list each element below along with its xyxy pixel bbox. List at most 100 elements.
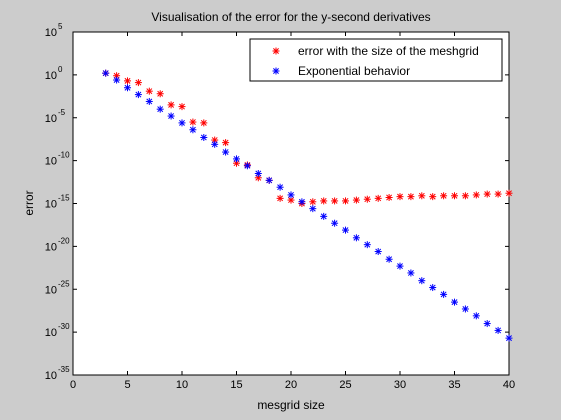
series-exponential — [102, 69, 513, 342]
y-axis-label: error — [22, 190, 36, 215]
data-point — [211, 136, 219, 144]
legend-marker-star — [272, 67, 280, 75]
y-tick-exponent: -20 — [58, 236, 70, 245]
x-tick-label: 10 — [176, 379, 188, 391]
x-tick-label: 5 — [124, 379, 130, 391]
y-tick-label: 10 — [45, 199, 57, 211]
data-point — [461, 192, 469, 200]
data-point — [254, 169, 262, 177]
data-point — [287, 191, 295, 199]
data-point — [407, 193, 415, 201]
chart-title: Visualisation of the error for the y-sec… — [151, 10, 430, 24]
data-point — [145, 97, 153, 105]
data-point — [113, 76, 121, 84]
legend-box — [249, 38, 503, 82]
data-point — [418, 277, 426, 285]
x-tick-label: 15 — [230, 379, 242, 391]
legend-label-error: error with the size of the meshgrid — [298, 44, 479, 58]
y-tick-label: 10 — [45, 327, 57, 339]
x-tick-label: 35 — [448, 379, 460, 391]
data-point — [309, 205, 317, 213]
data-point — [363, 195, 371, 203]
data-point — [494, 190, 502, 198]
legend-marker-exponential — [272, 67, 280, 75]
y-tick-exponent: -35 — [58, 365, 70, 374]
data-point — [396, 262, 404, 270]
data-point — [472, 191, 480, 199]
x-tick-label: 30 — [394, 379, 406, 391]
y-tick-exponent: -10 — [58, 151, 70, 160]
y-tick-exponent: 0 — [58, 65, 63, 74]
data-point — [407, 269, 415, 277]
data-point — [124, 77, 131, 85]
data-point — [494, 326, 502, 334]
data-point — [167, 112, 175, 120]
data-point — [385, 193, 393, 201]
data-point — [287, 196, 295, 204]
data-point — [352, 234, 360, 242]
data-point — [483, 190, 491, 198]
data-series — [102, 69, 513, 342]
data-point — [451, 298, 458, 306]
data-point — [233, 159, 240, 167]
data-point — [178, 119, 186, 127]
data-point — [134, 79, 142, 87]
legend-marker-star — [272, 47, 280, 55]
data-point — [331, 219, 339, 227]
data-point — [385, 255, 393, 263]
data-point — [189, 118, 197, 126]
y-tick-label: 10 — [45, 284, 57, 296]
data-point — [113, 72, 121, 80]
y-tick-exponent: 5 — [58, 22, 63, 31]
data-point — [352, 196, 360, 204]
data-point — [200, 133, 208, 141]
data-point — [331, 197, 339, 205]
data-point — [483, 320, 491, 328]
data-point — [429, 284, 437, 292]
x-axis-label: mesgrid size — [257, 398, 325, 412]
y-tick-label: 10 — [45, 241, 57, 253]
data-point — [276, 194, 284, 202]
data-point — [429, 193, 437, 201]
data-point — [363, 241, 371, 249]
x-tick-label: 0 — [70, 379, 76, 391]
x-tick-label: 25 — [339, 379, 351, 391]
data-point — [418, 192, 426, 200]
data-point — [156, 105, 164, 113]
data-point — [461, 305, 469, 313]
data-point — [440, 192, 448, 200]
data-point — [134, 91, 142, 99]
data-point — [222, 139, 230, 147]
y-tick-exponent: -5 — [58, 108, 66, 117]
x-tick-label: 40 — [503, 379, 515, 391]
data-point — [233, 155, 240, 163]
data-point — [342, 197, 349, 205]
data-point — [472, 312, 480, 320]
y-tick-exponent: -25 — [58, 279, 70, 288]
y-tick-label: 10 — [45, 370, 57, 382]
data-point — [342, 226, 349, 234]
data-point — [265, 176, 273, 184]
x-axis-ticks: 0 5 10 15 20 25 30 35 40 — [70, 32, 515, 391]
y-tick-label: 10 — [45, 27, 57, 39]
data-point — [243, 162, 251, 170]
y-tick-exponent: -30 — [58, 322, 70, 331]
data-point — [102, 69, 110, 77]
data-point — [222, 148, 230, 156]
data-point — [200, 119, 208, 127]
legend: error with the size of the meshgrid Expo… — [249, 38, 503, 82]
data-point — [189, 126, 197, 134]
series-error — [102, 69, 513, 207]
y-tick-exponent: -15 — [58, 194, 70, 203]
data-point — [440, 290, 448, 298]
data-point — [298, 198, 306, 206]
legend-label-exponential: Exponential behavior — [298, 64, 410, 78]
y-tick-label: 10 — [45, 113, 57, 125]
data-point — [505, 334, 513, 342]
data-point — [320, 197, 328, 205]
data-point — [396, 193, 404, 201]
x-tick-label: 20 — [285, 379, 297, 391]
y-tick-label: 10 — [45, 70, 57, 82]
